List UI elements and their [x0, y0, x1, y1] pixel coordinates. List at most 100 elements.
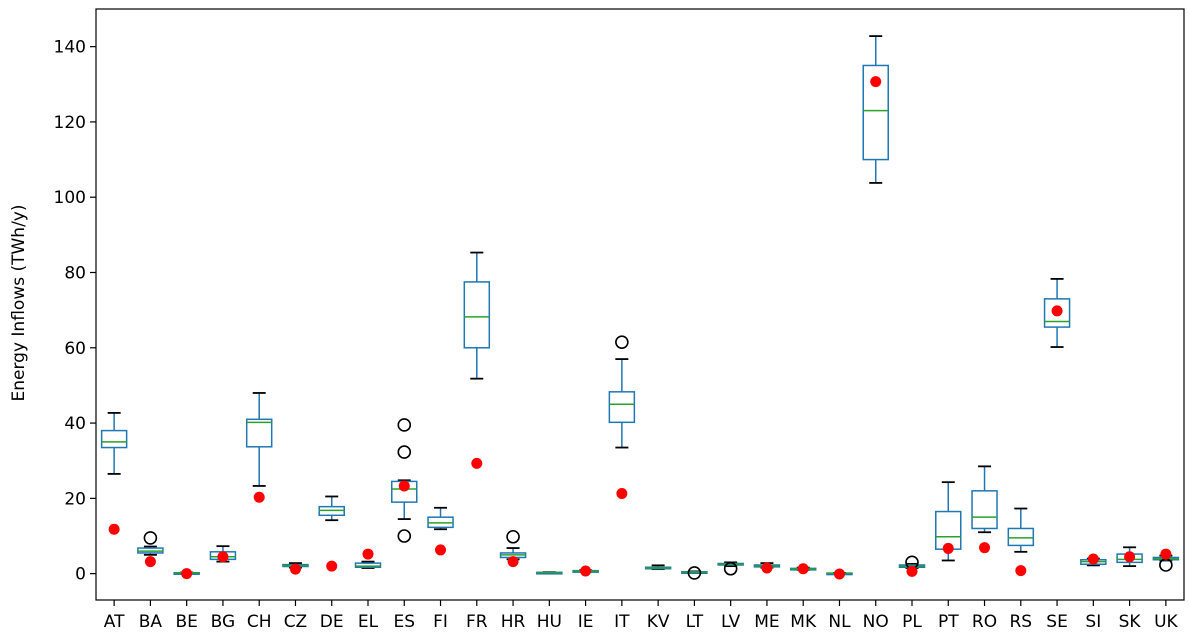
red-point-marker: [144, 556, 156, 568]
y-tick-label: 40: [64, 414, 86, 434]
red-point-marker: [108, 523, 120, 535]
box-iqr: [971, 490, 998, 530]
box-se: [1043, 278, 1071, 348]
box-ba: [137, 531, 164, 568]
red-point-marker: [181, 568, 193, 580]
plot-frame: [95, 8, 1185, 601]
box-nl: [826, 568, 853, 580]
x-tick-label: CZ: [284, 612, 308, 632]
x-tick-label: IT: [614, 612, 630, 632]
box-pt: [935, 481, 962, 562]
box-it: [608, 335, 636, 499]
red-point-marker: [471, 457, 483, 469]
box-cz: [282, 562, 309, 575]
x-tick-label: UK: [1154, 612, 1178, 632]
box-no: [862, 35, 889, 184]
box-pl: [898, 555, 926, 577]
box-fi: [427, 506, 454, 556]
box-at: [100, 412, 128, 535]
red-point-marker: [797, 563, 809, 575]
red-point-marker: [253, 491, 265, 503]
x-tick-label: HU: [537, 612, 562, 632]
box-ie: [572, 565, 599, 577]
x-tick-label: LT: [686, 612, 704, 632]
box-iqr: [608, 391, 636, 424]
box-be: [173, 568, 200, 580]
x-tick-label: KV: [647, 612, 670, 632]
y-tick-label: 120: [54, 113, 86, 133]
outlier-marker: [397, 529, 412, 543]
outlier-marker: [397, 445, 412, 459]
x-tick-label: SE: [1046, 612, 1068, 632]
red-point-marker: [217, 551, 229, 563]
red-point-marker: [616, 487, 628, 499]
box-mk: [789, 563, 817, 575]
x-tick-label: PL: [902, 612, 922, 632]
x-tick-label: LV: [721, 612, 741, 632]
x-tick-label: DE: [320, 612, 344, 632]
box-uk: [1152, 548, 1180, 572]
y-tick-label: 0: [75, 565, 86, 585]
x-tick-label: RO: [972, 612, 997, 632]
red-point-marker: [398, 480, 410, 492]
x-tick-label: SI: [1085, 612, 1101, 632]
red-point-marker: [289, 563, 301, 575]
box-ro: [971, 465, 998, 554]
box-fr: [463, 251, 491, 469]
box-iqr: [463, 281, 491, 349]
box-iqr: [100, 429, 128, 449]
y-tick-label: 140: [54, 38, 86, 58]
y-axis: 0 20 40 60 80 100 120 140: [54, 38, 96, 585]
x-tick-label: BE: [175, 612, 197, 632]
outlier-marker: [615, 335, 629, 349]
x-tick-label: NO: [863, 612, 889, 632]
outlier-marker: [397, 418, 412, 432]
box-sk: [1116, 546, 1143, 568]
x-tick-label: ES: [393, 612, 415, 632]
outlier-marker: [143, 531, 158, 545]
box-lt: [681, 566, 708, 580]
red-point-marker: [833, 568, 845, 580]
red-point-marker: [761, 562, 773, 574]
box-de: [318, 495, 345, 572]
box-es: [391, 418, 418, 543]
x-tick-label: CH: [247, 612, 272, 632]
box-bg: [209, 545, 237, 563]
box-iqr: [354, 562, 382, 569]
x-tick-label: SK: [1119, 612, 1142, 632]
outlier-marker: [723, 561, 738, 576]
box-rs: [1007, 507, 1035, 577]
box-kv: [644, 564, 672, 571]
outlier-marker: [687, 566, 702, 580]
red-point-marker: [1051, 305, 1063, 317]
red-point-marker: [326, 560, 338, 572]
red-point-marker: [870, 76, 882, 88]
y-tick-label: 100: [54, 188, 86, 208]
red-point-marker: [507, 556, 519, 568]
red-point-marker: [942, 542, 954, 554]
x-tick-label: PT: [938, 612, 959, 632]
red-point-marker: [1160, 548, 1172, 560]
red-point-marker: [979, 542, 991, 554]
y-axis-label: Energy Inflows (TWh/y): [9, 204, 29, 401]
x-tick-label: RS: [1009, 612, 1032, 632]
outlier-marker: [506, 529, 520, 544]
red-point-marker: [435, 544, 447, 556]
red-point-marker: [580, 565, 592, 577]
plot-area: [100, 35, 1180, 580]
red-point-marker: [1015, 565, 1027, 577]
red-point-marker: [906, 565, 918, 577]
x-axis: AT BA BE BG CH CZ DE EL ES FI FR HR HU IE IT KV LT LV ME MK…: [104, 600, 1179, 632]
box-me: [753, 562, 781, 574]
x-tick-label: HR: [501, 612, 526, 632]
box-iqr: [1043, 298, 1071, 328]
x-tick-label: MK: [790, 612, 817, 632]
y-tick-label: 80: [64, 264, 86, 284]
box-hr: [499, 529, 527, 568]
x-tick-label: EL: [358, 612, 379, 632]
x-tick-label: FR: [466, 612, 488, 632]
box-hu: [536, 571, 563, 575]
box-iqr: [862, 64, 889, 161]
box-iqr: [1007, 527, 1035, 547]
